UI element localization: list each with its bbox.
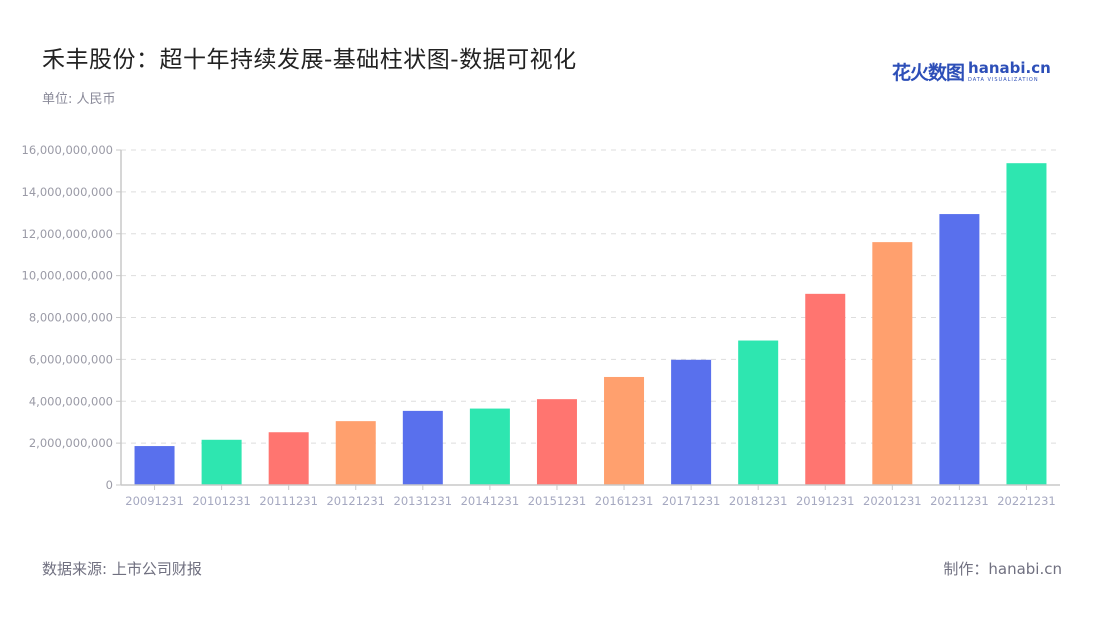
x-tick-label: 20091231 [125,494,184,508]
bar-20161231[interactable] [604,376,645,485]
bar-20201231[interactable] [872,242,913,485]
bars [134,163,1047,486]
x-tick-label: 20191231 [796,494,855,508]
bar-20121231[interactable] [335,421,376,485]
x-tick-label: 20211231 [930,494,989,508]
data-source: 数据来源: 上市公司财报 [42,560,202,578]
bar-20221231[interactable] [1006,163,1047,486]
y-tick-label: 12,000,000,000 [22,227,113,241]
bar-20131231[interactable] [402,410,443,485]
bar-20171231[interactable] [671,359,712,485]
brand-logo: 花火数图 hanabi.cn DATA VISUALIZATION [892,58,1051,85]
x-tick-label: 20131231 [394,494,453,508]
logo-en-text: hanabi.cn [968,58,1051,77]
y-tick-label: 16,000,000,000 [22,143,113,157]
bar-20111231[interactable] [268,432,309,485]
bar-20191231[interactable] [805,293,846,485]
x-axis-ticks: 20091231 20101231 20111231 20121231 20131231… [125,485,1056,508]
x-tick-label: 20161231 [595,494,654,508]
y-tick-label: 8,000,000,000 [29,311,113,325]
y-tick-label: 6,000,000,000 [29,352,113,366]
bar-20141231[interactable] [469,408,510,485]
grid-lines [121,149,1060,444]
bar-20211231[interactable] [939,214,980,485]
bar-20151231[interactable] [536,399,577,485]
y-tick-label: 0 [106,478,113,492]
x-tick-label: 20181231 [729,494,788,508]
y-axis-ticks: 0 2,000,000,000 4,000,000,000 6,000,000,000… [22,143,121,492]
unit-label: 单位: 人民币 [42,92,116,107]
x-tick-label: 20141231 [461,494,520,508]
logo-en-block: hanabi.cn DATA VISUALIZATION [968,58,1051,83]
bar-20181231[interactable] [738,340,779,485]
logo-tagline: DATA VISUALIZATION [968,76,1039,83]
y-tick-label: 10,000,000,000 [22,269,113,283]
x-tick-label: 20151231 [528,494,587,508]
y-tick-label: 4,000,000,000 [29,394,113,408]
x-tick-label: 20171231 [662,494,721,508]
x-tick-label: 20221231 [997,494,1056,508]
x-tick-label: 20201231 [863,494,922,508]
bar-20091231[interactable] [134,446,175,485]
logo-cn-text: 花火数图 [892,62,965,84]
x-tick-label: 20121231 [326,494,385,508]
x-tick-label: 20101231 [192,494,251,508]
x-tick-label: 20111231 [259,494,318,508]
y-tick-label: 2,000,000,000 [29,436,113,450]
y-tick-label: 14,000,000,000 [22,185,113,199]
bar-20101231[interactable] [201,439,242,485]
credit-link: 制作：hanabi.cn [943,560,1062,578]
chart-title: 禾丰股份：超十年持续发展-基础柱状图-数据可视化 [42,47,577,73]
